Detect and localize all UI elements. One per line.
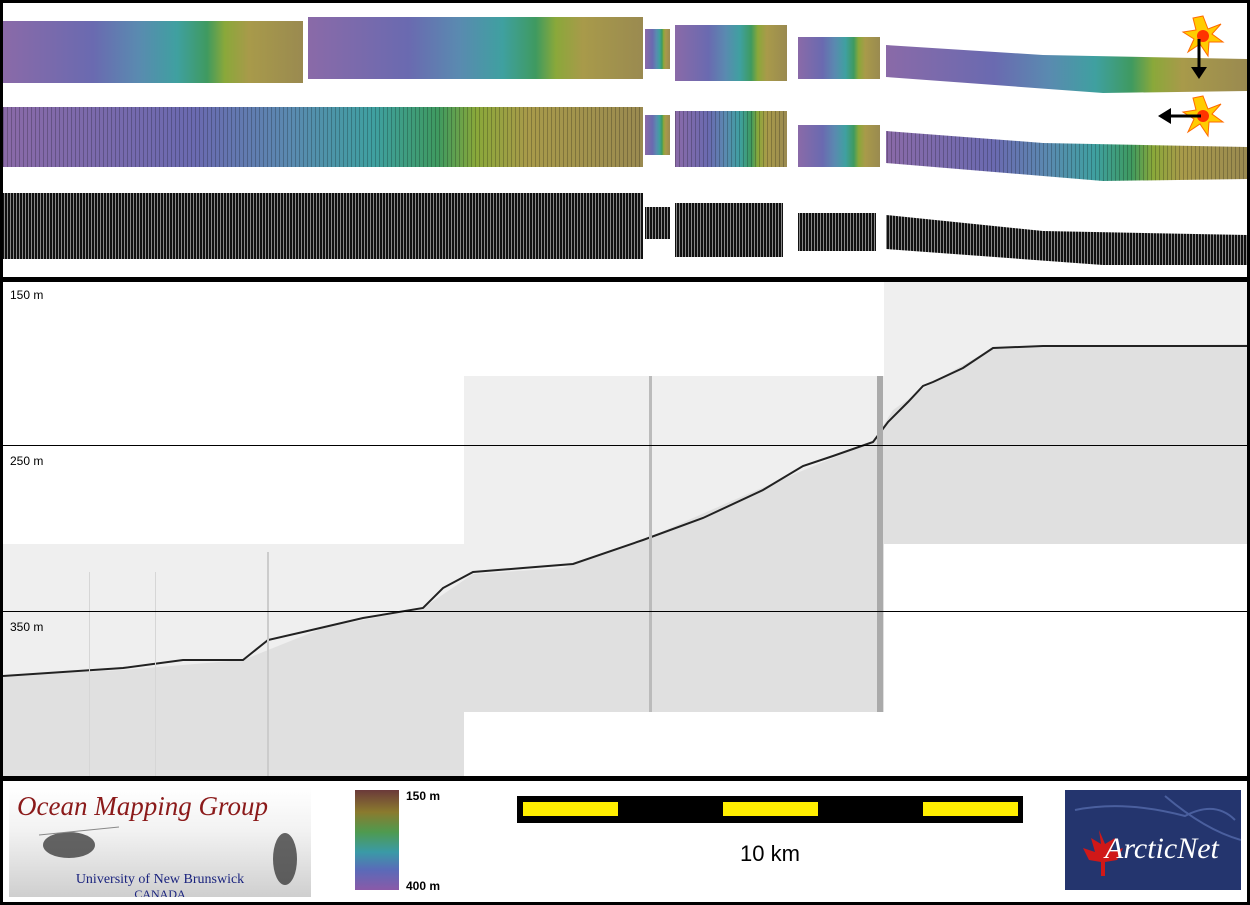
- depth-line-250: [3, 445, 1247, 446]
- swath-strip-backscatter: [3, 193, 1247, 265]
- omg-logo-country: CANADA: [134, 887, 186, 897]
- omg-logo-art: [38, 826, 297, 885]
- profile-image: [3, 282, 1247, 776]
- scale-bar: [517, 796, 1023, 823]
- footer-panel: Ocean Mapping Group University of New Br…: [3, 781, 1247, 902]
- swath-strip-shaded: [3, 17, 1247, 93]
- sun-icon: [1181, 15, 1225, 58]
- omg-logo-university: University of New Brunswick: [75, 872, 245, 887]
- seafloor-profile: [3, 345, 1247, 677]
- arcticnet-logo: ArcticNet: [1065, 790, 1241, 890]
- depth-label-350: 350 m: [10, 620, 44, 634]
- colorbar-bottom-label: 400 m: [406, 879, 441, 893]
- ocean-mapping-group-logo: Ocean Mapping Group University of New Br…: [9, 787, 311, 897]
- depth-label-150: 150 m: [10, 288, 44, 302]
- swath-strip-striped: [3, 107, 1247, 181]
- profile-panel: 150 m 250 m 350 m: [3, 282, 1247, 776]
- arrow-down-icon: [1191, 39, 1207, 79]
- depth-colorbar: [355, 790, 399, 890]
- arrow-left-icon: [1158, 108, 1201, 124]
- depth-label-250: 250 m: [10, 454, 44, 468]
- colorbar-top-label: 150 m: [406, 789, 441, 803]
- omg-logo-title: Ocean Mapping Group: [17, 791, 268, 821]
- swath-panel: [3, 3, 1247, 277]
- depth-line-350: [3, 611, 1247, 612]
- scale-bar-label: 10 km: [740, 841, 800, 866]
- arcticnet-logo-text: ArcticNet: [1105, 832, 1219, 865]
- maple-leaf-icon: [1074, 795, 1241, 876]
- sun-icon: [1181, 95, 1225, 138]
- swath-strips: [3, 15, 1247, 265]
